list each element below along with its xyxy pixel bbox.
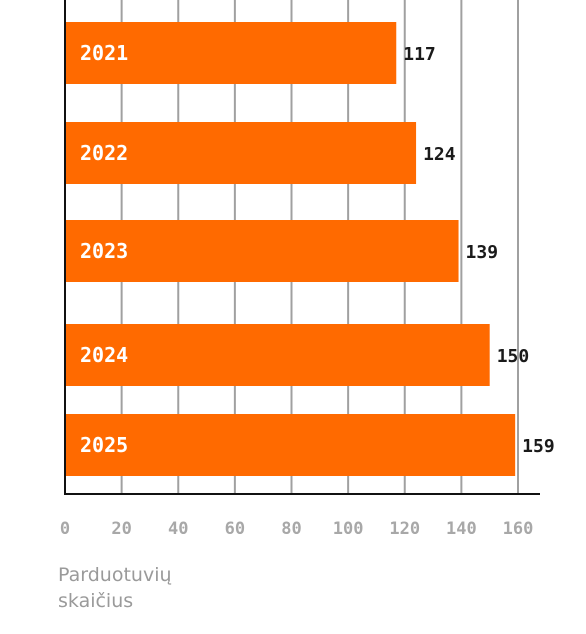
- x-tick-label-40: 40: [168, 519, 188, 539]
- value-label-2023: 139: [466, 242, 499, 263]
- bar-2024: [65, 324, 490, 386]
- x-tick-label-80: 80: [281, 519, 301, 539]
- bar-2023: [65, 220, 459, 282]
- x-tick-label-120: 120: [389, 519, 420, 539]
- category-label-2024: 2024: [80, 343, 128, 367]
- value-label-2025: 159: [522, 436, 555, 457]
- value-label-2021: 117: [403, 44, 436, 65]
- value-label-2022: 124: [423, 144, 456, 165]
- x-tick-label-100: 100: [333, 519, 364, 539]
- x-tick-label-160: 160: [503, 519, 534, 539]
- category-label-2022: 2022: [80, 141, 128, 165]
- x-tick-label-140: 140: [446, 519, 477, 539]
- x-tick-label-20: 20: [111, 519, 131, 539]
- value-label-2024: 150: [497, 346, 530, 367]
- category-label-2023: 2023: [80, 239, 128, 263]
- bar-2022: [65, 122, 417, 184]
- category-label-2021: 2021: [80, 41, 128, 65]
- x-tick-label-60: 60: [225, 519, 245, 539]
- bar-2021: [65, 22, 397, 84]
- x-axis-label: Parduotuvių skaičius: [58, 564, 172, 612]
- bar-2025: [65, 414, 516, 476]
- category-label-2025: 2025: [80, 433, 128, 457]
- x-tick-label-0: 0: [60, 519, 70, 539]
